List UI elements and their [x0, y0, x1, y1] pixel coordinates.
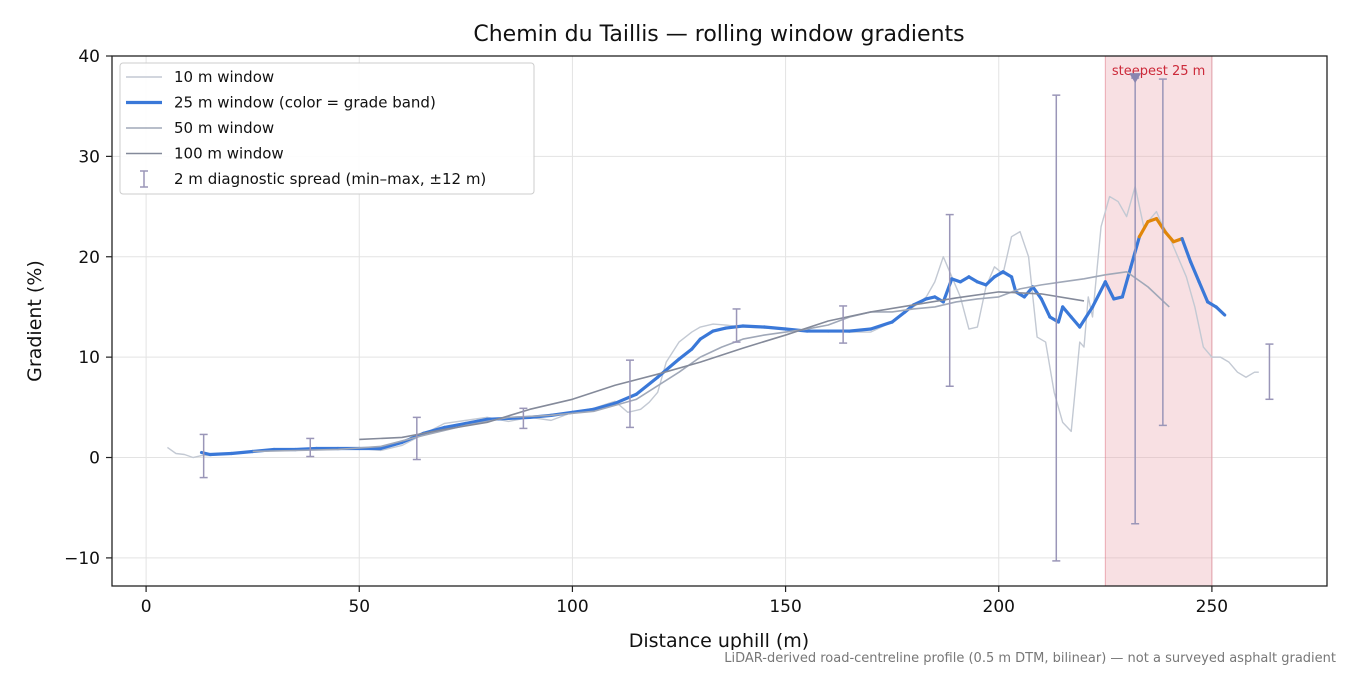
legend-label: 100 m window: [174, 145, 284, 163]
series-25m-segment: [690, 337, 702, 351]
series-25m-segment: [1069, 315, 1082, 329]
y-tick-label: −10: [64, 549, 100, 569]
steepest-marker: [1129, 73, 1142, 84]
series-25m-segment: [1031, 285, 1043, 301]
series-25m-segment: [1103, 280, 1116, 301]
x-tick-label: 200: [983, 597, 1015, 617]
x-tick-label: 100: [556, 597, 588, 617]
series-25m-segment: [1056, 305, 1065, 324]
series-25m-segment: [967, 275, 980, 284]
y-tick-label: 20: [78, 248, 100, 268]
series-25m-segment: [570, 407, 596, 414]
series-25m-segment: [1214, 305, 1227, 317]
series-25m-segment: [903, 303, 916, 314]
series-25m-segment: [984, 275, 997, 287]
series-25m-segment: [741, 324, 766, 329]
x-axis-label: Distance uphill (m): [629, 630, 809, 650]
series-line-3: [359, 291, 1085, 441]
y-tick-label: 40: [78, 47, 100, 67]
y-tick-label: 0: [89, 449, 100, 469]
series-25m-segment: [592, 401, 617, 411]
legend-label: 25 m window (color = grade band): [174, 94, 436, 112]
series-25m-segment: [1163, 230, 1176, 244]
series-25m-segment: [613, 392, 638, 405]
series-25m-segment: [677, 347, 694, 361]
series-line-2: [252, 271, 1170, 453]
series-25m-segment: [656, 357, 681, 379]
legend-box: [119, 62, 535, 195]
steepest-band-label: steepest 25 m: [1112, 64, 1205, 79]
y-tick-label: 30: [78, 147, 100, 167]
error-bars: [199, 77, 1274, 562]
chart-title: Chemin du Taillis — rolling window gradi…: [473, 22, 964, 47]
series-25m-segment: [698, 329, 715, 341]
series-lines: [167, 185, 1259, 459]
series-25m-segment: [1180, 237, 1193, 264]
series-25m-segment: [1022, 285, 1035, 299]
series-25m-segment: [1061, 305, 1073, 319]
y-tick-label: 10: [78, 348, 100, 368]
series-25m-segment: [869, 320, 894, 331]
steepest-band-rect: [1104, 55, 1213, 587]
series-25m-segment: [1197, 280, 1210, 304]
legend-label: 2 m diagnostic spread (min–max, ±12 m): [174, 170, 486, 188]
y-axis-label: Gradient (%): [24, 260, 46, 382]
series-25m-segment: [933, 295, 945, 304]
series-25m-segment: [378, 440, 404, 451]
series-line-0: [167, 185, 1259, 459]
series-25m-segment: [1001, 270, 1014, 279]
series-25m-segment: [293, 446, 319, 452]
x-tick-label: 0: [141, 597, 152, 617]
x-tick-label: 50: [348, 597, 370, 617]
series-25m-segment: [1137, 220, 1150, 239]
steepest-band: steepest 25 m: [1104, 55, 1213, 587]
steepest-marker-icon: [1129, 73, 1142, 84]
series-25m-segment: [1090, 280, 1107, 309]
series-25m-segment: [506, 415, 532, 420]
gradient-chart: Chemin du Taillis — rolling window gradi…: [24, 22, 1328, 650]
x-tick-label: 250: [1196, 597, 1228, 617]
series-25m-segment: [634, 375, 660, 396]
series-25m-segment: [1188, 260, 1201, 284]
series-25m-segment: [442, 421, 468, 430]
series-25m-segment: [890, 310, 907, 324]
series-25m-segment: [1039, 297, 1052, 319]
x-tick-label: 150: [769, 597, 801, 617]
series-25m-segment: [711, 326, 728, 333]
series-25m-segment: [958, 275, 971, 284]
legend-label: 10 m window: [174, 68, 274, 86]
y-axis-ticks: −10 0 10 20 30 40: [64, 47, 112, 569]
series-25m-segment: [1078, 305, 1095, 329]
series-25m-segment: [992, 270, 1005, 279]
plot-frame: [111, 55, 1328, 587]
series-25m-segment: [464, 417, 489, 425]
series-25m-segment: [1206, 300, 1218, 309]
series-25m-segment: [724, 324, 745, 330]
legend: 10 m window 25 m window (color = grade ba…: [119, 62, 535, 195]
series-25m-segment: [1009, 275, 1018, 294]
series-25m-segment: [762, 325, 788, 331]
series-25m-segment: [208, 451, 233, 457]
series-25m-segment: [847, 327, 873, 333]
series-25m-segment: [1120, 265, 1133, 299]
series-25m-segment: [229, 449, 255, 456]
footnote: LiDAR-derived road-centreline profile (0…: [724, 651, 1336, 666]
x-axis-ticks: 0 50 100 150 200 250: [141, 586, 1228, 617]
legend-label: 50 m window: [174, 119, 274, 137]
